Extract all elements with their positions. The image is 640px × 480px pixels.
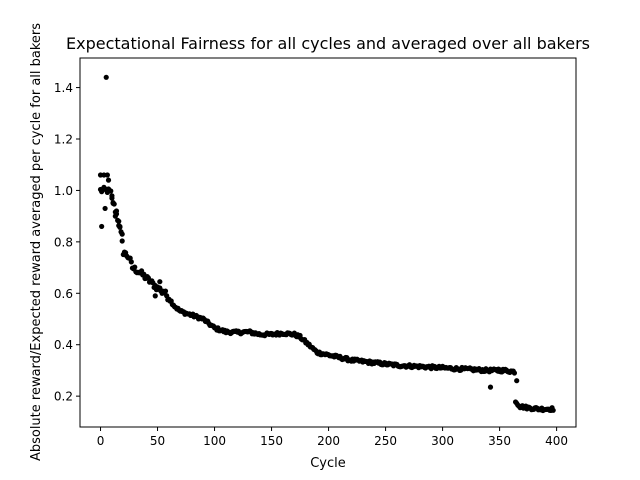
data-point [128, 259, 134, 265]
data-point [495, 366, 502, 372]
x-tick-label: 0 [97, 434, 105, 448]
x-tick-label: 250 [374, 434, 397, 448]
y-axis-label: Absolute reward/Expected reward averaged… [29, 23, 44, 461]
data-point [99, 223, 105, 230]
data-point [145, 275, 152, 281]
data-point [103, 74, 109, 80]
y-axis: 0.2 0.4 0.6 0.8 1.0 1.2 1.4 [54, 81, 80, 404]
data-point [113, 208, 120, 214]
data-point [116, 218, 122, 224]
x-tick-label: 50 [150, 434, 165, 448]
data-point [105, 177, 112, 183]
y-tick-label: 0.6 [54, 287, 73, 301]
x-tick-label: 150 [260, 434, 283, 448]
x-tick-label: 350 [488, 434, 511, 448]
data-point [119, 238, 125, 244]
y-tick-label: 0.2 [54, 390, 73, 404]
data-point [109, 195, 115, 201]
data-point [152, 293, 158, 299]
y-tick-label: 1.0 [54, 184, 73, 198]
y-tick-label: 1.2 [54, 133, 73, 147]
chart-title: Expectational Fairness for all cycles an… [66, 34, 590, 53]
y-tick-label: 0.8 [54, 235, 73, 249]
data-point [487, 384, 494, 390]
data-points [97, 74, 556, 414]
data-point [159, 290, 165, 296]
data-point [132, 264, 138, 270]
x-tick-label: 300 [431, 434, 454, 448]
data-point [121, 249, 128, 255]
y-tick-label: 1.4 [54, 81, 73, 95]
data-point [550, 407, 556, 413]
data-point [117, 223, 123, 230]
data-point [157, 279, 163, 285]
data-point [511, 370, 518, 376]
x-axis-label: Cycle [310, 456, 346, 471]
data-point [110, 200, 116, 206]
y-tick-label: 0.4 [54, 338, 73, 352]
data-point [102, 205, 108, 212]
x-tick-label: 200 [317, 434, 340, 448]
plot-frame [79, 57, 577, 428]
data-point [112, 213, 118, 219]
x-axis: 0 50 100 150 200 250 300 350 400 [97, 427, 568, 448]
data-point [514, 378, 520, 384]
x-tick-label: 400 [545, 434, 568, 448]
data-point [104, 172, 110, 178]
data-point [119, 231, 125, 237]
x-tick-label: 100 [203, 434, 226, 448]
data-point [107, 187, 113, 194]
